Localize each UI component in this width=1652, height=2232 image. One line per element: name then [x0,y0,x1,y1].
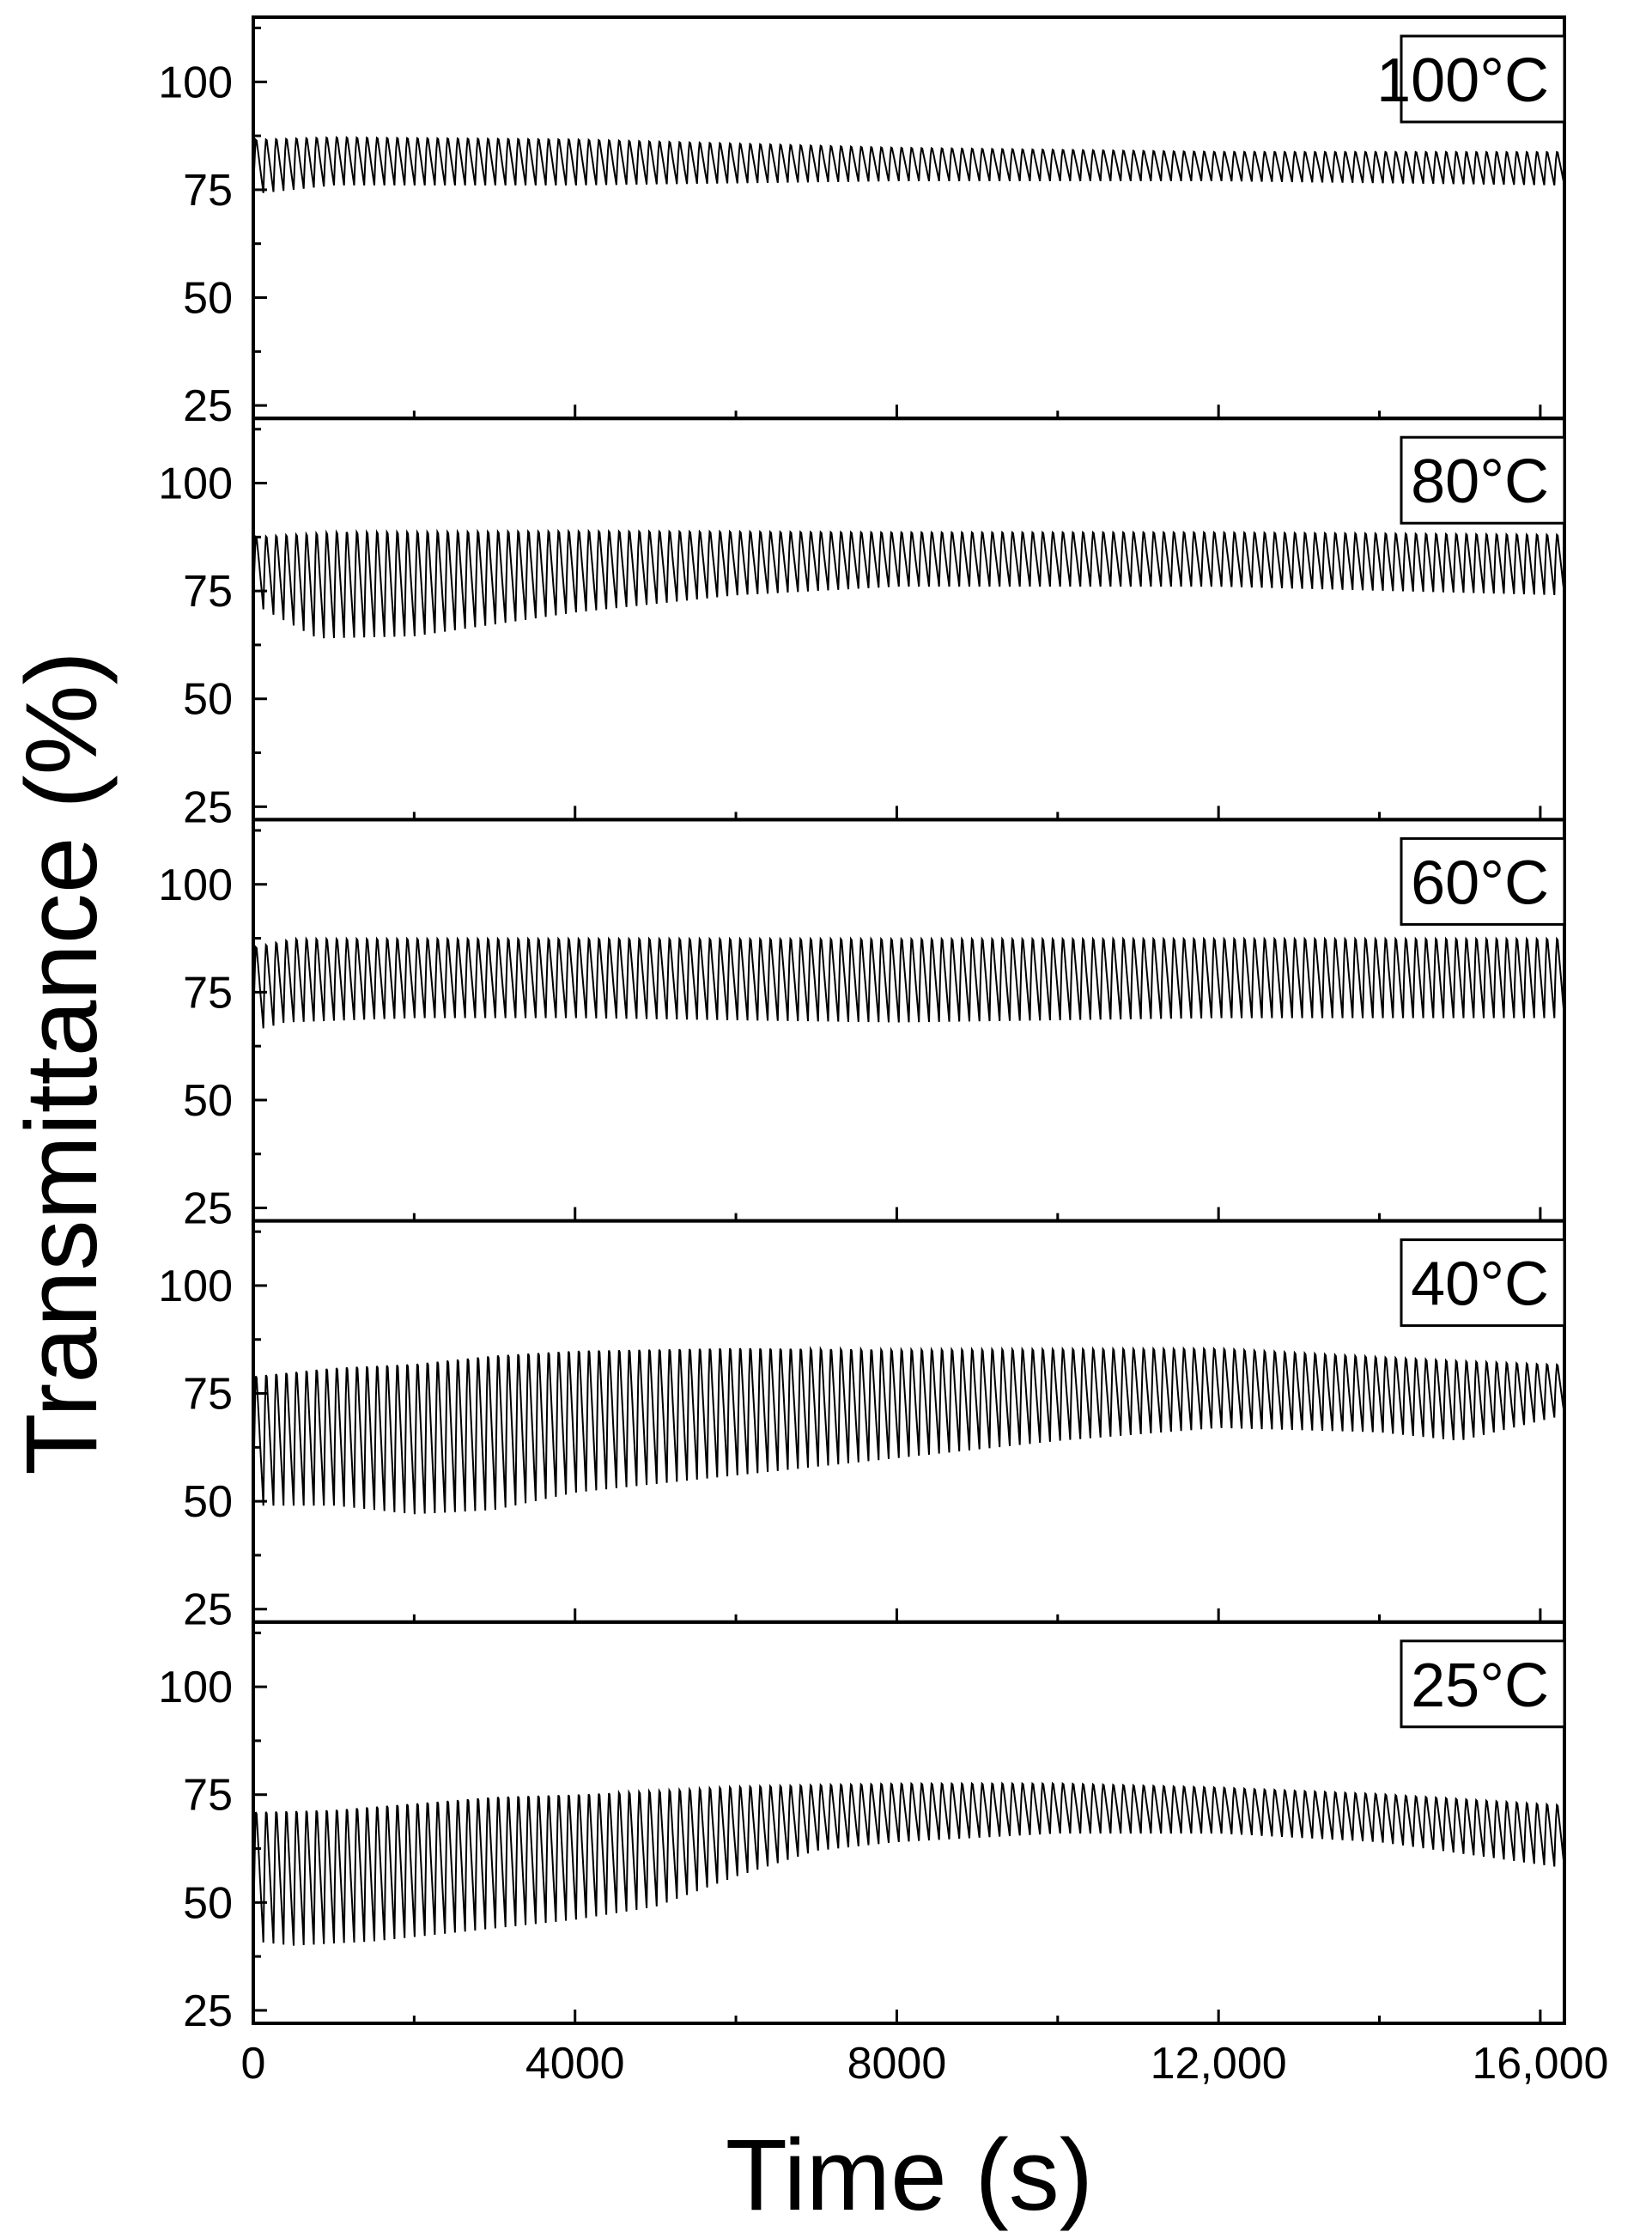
y-tick-label: 75 [183,567,233,617]
y-tick-label: 25 [183,1585,233,1635]
panel-label-box [1400,435,1566,525]
panel-label: 100°C [1376,46,1549,115]
panel-label-box [1400,836,1566,926]
y-tick-label: 50 [183,1076,233,1126]
y-tick-label: 50 [183,1878,233,1928]
y-tick-label: 25 [183,1986,233,2036]
y-tick-label: 100 [158,1262,233,1311]
panel-label: 80°C [1411,447,1549,516]
series-line [252,936,1565,1031]
y-tick-label: 100 [158,459,233,509]
y-tick-label: 25 [183,1184,233,1234]
panel-4: 25 50 75 100 40°C [158,1219,1566,1635]
panel-label-box [1400,1238,1566,1328]
y-tick-label: 75 [183,1771,233,1821]
series-line [252,1346,1565,1515]
y-tick-label: 100 [158,58,233,107]
y-tick-label: 75 [183,1370,233,1420]
panel-label-box [1400,34,1566,124]
panel-1: 25 50 75 100 100°C [158,15,1566,431]
y-tick-label: 100 [158,861,233,910]
panel-label: 60°C [1411,848,1549,917]
x-tick-label: 4000 [525,2039,625,2089]
panel-3: 25 50 75 100 60°C [158,818,1566,1234]
panel-2: 25 50 75 100 80°C [158,417,1566,832]
series-line [252,136,1565,195]
y-axis-title: Transmittance (%) [5,651,118,1475]
x-tick-label: 8000 [847,2039,947,2089]
y-tick-label: 25 [183,381,233,431]
y-tick-label: 100 [158,1663,233,1712]
panel-label: 40°C [1411,1250,1549,1319]
panel-frame [252,1620,1566,2026]
panel-label-box [1400,1639,1566,1729]
panel-label: 25°C [1411,1651,1549,1720]
panel-frame [252,15,1566,421]
y-tick-label: 50 [183,1477,233,1527]
y-tick-label: 25 [183,782,233,832]
panels-group: 25 50 75 100 100°C 25 50 75 100 80°C 25 50 75 100 60°C… [158,15,1566,2036]
panel-frame [252,417,1566,822]
y-tick-label: 75 [183,166,233,216]
x-tick-label: 12,000 [1151,2039,1287,2089]
y-tick-label: 50 [183,675,233,725]
x-tick-label: 0 [241,2039,266,2089]
x-tick-label: 16,000 [1472,2039,1608,2089]
x-axis-title: Time (s) [726,2119,1093,2232]
panel-5: 25 50 75 100 25°C [158,1620,1566,2036]
y-tick-label: 50 [183,274,233,324]
y-tick-label: 75 [183,968,233,1018]
series-line [252,1781,1565,1946]
x-tick-labels: 0 4000 8000 12,000 16,000 [241,2039,1609,2089]
series-line [252,528,1565,639]
